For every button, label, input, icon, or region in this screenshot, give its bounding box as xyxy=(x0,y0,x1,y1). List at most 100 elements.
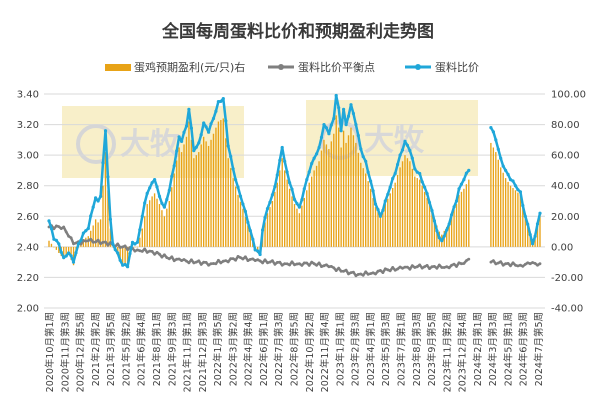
ratio-point xyxy=(403,139,407,143)
balance-point xyxy=(84,239,88,243)
balance-point xyxy=(226,260,230,264)
profit-bar xyxy=(374,207,377,247)
profit-bar xyxy=(446,226,448,247)
balance-point xyxy=(175,257,179,261)
balance-point xyxy=(496,261,500,265)
balance-point xyxy=(347,272,350,276)
balance-point xyxy=(391,266,395,269)
balance-point xyxy=(383,267,387,271)
ratio-point xyxy=(182,130,186,134)
ratio-point xyxy=(135,240,139,244)
profit-bar xyxy=(173,173,175,247)
ratio-point xyxy=(494,138,498,142)
balance-point xyxy=(212,262,215,265)
balance-point xyxy=(121,245,125,249)
profit-bar xyxy=(313,170,315,247)
balance-point xyxy=(143,247,147,251)
y-axis-left: 2.00 2.20 2.40 2.60 2.80 3.00 3.20 3.40 xyxy=(17,90,39,315)
ratio-point xyxy=(202,121,206,125)
ratio-point xyxy=(513,184,518,188)
x-tick-label: 2024年5月第1周 xyxy=(502,312,514,386)
profit-bar xyxy=(416,178,418,247)
balance-point xyxy=(283,262,287,266)
ratio-point xyxy=(231,167,235,171)
ratio-point xyxy=(86,226,90,231)
profit-bar xyxy=(399,167,401,247)
balance-point xyxy=(52,227,56,231)
balance-point xyxy=(455,265,458,268)
x-tick-label: 2024年7月第5周 xyxy=(533,312,545,386)
ratio-point xyxy=(388,185,392,189)
balance-point xyxy=(327,265,331,269)
balance-point xyxy=(354,274,358,278)
balance-point xyxy=(366,272,370,276)
ratio-point xyxy=(405,143,409,147)
balance-point xyxy=(172,259,176,263)
y-axis-right: -40.00 -20.00 0.00 20.00 40.00 60.00 80.00 100.… xyxy=(551,90,586,315)
ratio-point xyxy=(197,141,201,145)
balance-point xyxy=(317,261,321,265)
ratio-point xyxy=(302,187,306,191)
balance-point xyxy=(437,263,441,267)
ratio-point xyxy=(332,116,336,121)
ratio-point xyxy=(538,211,542,215)
profit-bar xyxy=(423,191,426,247)
profit-bar xyxy=(539,213,541,247)
balance-point xyxy=(519,263,522,267)
x-tick-label: 2022年7月第3周 xyxy=(273,312,285,386)
ratio-point xyxy=(464,171,468,175)
ratio-point xyxy=(79,238,83,242)
profit-bar xyxy=(190,139,193,247)
balance-point xyxy=(307,264,311,267)
balance-point xyxy=(89,237,93,241)
legend-marker-ratio xyxy=(415,64,421,70)
balance-point xyxy=(165,256,169,259)
profit-bar xyxy=(433,219,436,247)
profit-bar xyxy=(504,178,507,247)
ratio-point xyxy=(504,168,508,172)
ratio-point xyxy=(62,256,66,260)
balance-point xyxy=(62,225,66,229)
profit-bar xyxy=(141,228,143,247)
profit-bar xyxy=(463,188,465,247)
balance-point xyxy=(344,268,348,272)
ratio-point xyxy=(236,185,240,189)
profit-bar xyxy=(298,213,301,247)
ratio-point xyxy=(91,205,95,209)
balance-point xyxy=(118,246,122,249)
balance-point xyxy=(285,262,289,266)
balance-point xyxy=(506,262,510,265)
balance-point xyxy=(202,260,206,264)
ratio-point xyxy=(432,219,436,223)
balance-series xyxy=(47,224,542,278)
ratio-point xyxy=(167,188,171,192)
x-tick-label: 2021年6月第4周 xyxy=(136,312,148,386)
balance-point xyxy=(447,266,451,270)
profit-bar xyxy=(117,246,119,255)
balance-point xyxy=(462,262,466,265)
ratio-point xyxy=(425,192,429,196)
profit-bar xyxy=(458,194,460,247)
ratio-line xyxy=(47,94,470,268)
ratio-point xyxy=(165,197,169,202)
balance-point xyxy=(273,262,277,266)
profit-bar xyxy=(50,243,53,247)
balance-point xyxy=(376,269,380,273)
ratio-point xyxy=(334,93,338,98)
balance-point xyxy=(69,236,73,240)
profit-bar xyxy=(369,188,372,247)
ratio-point xyxy=(49,227,54,231)
balance-point xyxy=(305,261,309,265)
ratio-point xyxy=(501,164,505,168)
profit-bar xyxy=(335,115,337,247)
balance-point xyxy=(266,261,269,265)
balance-point xyxy=(221,259,225,263)
ratio-point xyxy=(499,156,503,160)
x-tick-label: 2021年8月第1周 xyxy=(151,312,163,386)
profit-bar xyxy=(340,147,342,247)
profit-bar xyxy=(342,130,345,247)
profit-bar xyxy=(136,246,139,248)
balance-point xyxy=(531,261,534,264)
balance-point xyxy=(528,262,532,266)
profit-bar xyxy=(212,133,215,247)
